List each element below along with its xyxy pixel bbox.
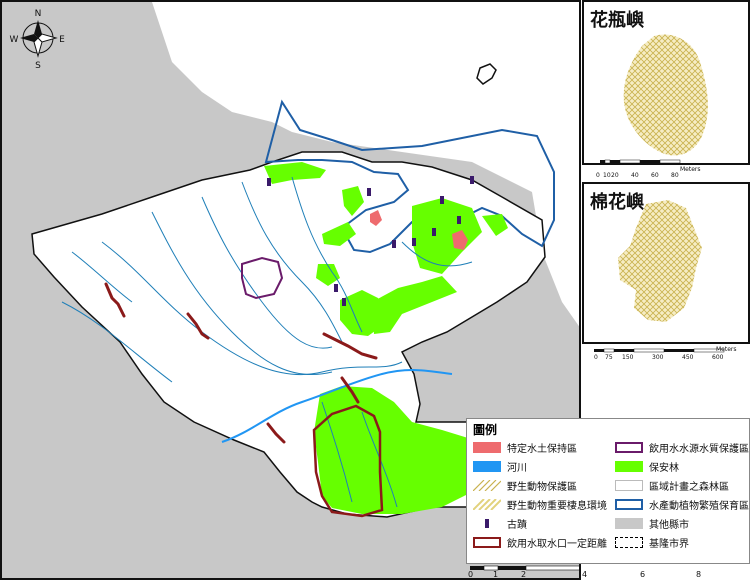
legend-item-regional-forest: 區域計畫之森林區 — [615, 477, 729, 493]
boundary-swatch — [615, 536, 643, 548]
inset-a-scale-tick: 10 — [603, 172, 611, 179]
inset-a-canvas — [600, 34, 708, 163]
legend-item-relic: 古蹟 — [473, 515, 527, 531]
inset-b-scale-tick: 300 — [652, 354, 664, 361]
legend-item-forest: 保安林 — [615, 458, 679, 474]
regional-forest-swatch — [615, 479, 643, 491]
other-county-swatch — [615, 517, 643, 529]
relic-swatch — [485, 518, 489, 528]
scale-tick: 8 — [696, 570, 702, 579]
legend-label: 野生動物重要棲息環境 — [507, 500, 607, 512]
legend-label: 飲用水取水口一定距離 — [507, 538, 607, 550]
inset-map-a[interactable]: 花瓶嶼 — [582, 0, 750, 165]
inset-a-scale-bar — [600, 159, 681, 163]
legend: 圖例 特定水土保持區 飲用水水源水質保護區 河川 保安林 野生動物保護區 區域計… — [466, 418, 750, 564]
legend-label: 飲用水水源水質保護區 — [649, 443, 749, 455]
legend-label: 古蹟 — [507, 519, 527, 531]
island-a — [623, 34, 708, 156]
legend-label: 特定水土保持區 — [507, 443, 577, 455]
water-source-swatch — [615, 441, 643, 453]
water-source-zone — [241, 256, 284, 300]
scale-tick: 0 — [468, 570, 474, 579]
inset-a-scale-tick: 60 — [651, 172, 659, 179]
inset-b-scale-tick: 600 — [712, 354, 724, 361]
inset-b-scale-tick: 0 — [594, 354, 598, 361]
legend-item-wildlife: 野生動物保護區 — [473, 477, 577, 493]
islet — [476, 63, 497, 85]
inset-map-b[interactable]: 棉花嶼 — [582, 182, 750, 344]
compass-w: W — [10, 35, 19, 45]
legend-label: 河川 — [507, 462, 527, 474]
legend-label: 區域計畫之森林區 — [649, 481, 729, 493]
inset-a-scale-tick: 80 — [671, 172, 679, 179]
legend-item-habitat: 野生動物重要棲息環境 — [473, 496, 607, 512]
main-map[interactable]: N S E W — [0, 0, 581, 580]
inset-b-scale-unit: Meters — [716, 346, 737, 353]
map-canvas: N S E W — [10, 2, 579, 518]
legend-label: 野生動物保護區 — [507, 481, 577, 493]
inset-b-canvas — [618, 200, 702, 322]
legend-label: 水產動植物繁殖保育區 — [649, 500, 749, 512]
legend-item-river: 河川 — [473, 458, 527, 474]
soil-swatch — [473, 441, 501, 453]
rivers — [61, 176, 473, 508]
island-b — [618, 200, 702, 322]
compass-s: S — [35, 61, 41, 71]
legend-item-soil: 特定水土保持區 — [473, 439, 577, 455]
legend-label: 保安林 — [649, 462, 679, 474]
legend-item-intake: 飲用水取水口一定距離 — [473, 534, 607, 550]
relic-markers — [267, 176, 474, 306]
sea-area — [152, 2, 579, 327]
legend-item-boundary: 基隆市界 — [615, 534, 689, 550]
legend-item-water-source: 飲用水水源水質保護區 — [615, 439, 749, 455]
inset-b-scale-bar — [594, 348, 725, 353]
inset-a-scale-tick: 0 — [596, 172, 600, 179]
legend-label: 其他縣市 — [649, 519, 689, 531]
intake-buffer-south — [312, 404, 384, 518]
inset-a-scale-tick: 20 — [611, 172, 619, 179]
legend-label: 基隆市界 — [649, 538, 689, 550]
inset-a-scale-unit: Meters — [680, 166, 701, 173]
inset-title: 棉花嶼 — [590, 192, 644, 213]
wildlife-swatch — [473, 479, 501, 491]
inset-title: 花瓶嶼 — [590, 10, 644, 31]
aquatic-swatch — [615, 498, 643, 510]
scale-tick: 4 — [582, 570, 588, 579]
protection-forests — [264, 162, 508, 514]
inset-b-scale-tick: 450 — [682, 354, 694, 361]
compass-n: N — [35, 9, 42, 19]
legend-title: 圖例 — [473, 423, 498, 437]
main-river — [221, 369, 453, 443]
intake-buffer-zones — [104, 282, 378, 444]
forest-swatch — [615, 460, 643, 472]
inset-b-scale-tick: 150 — [622, 354, 634, 361]
soil-conservation-zones — [370, 210, 468, 250]
inset-b-scale-tick: 75 — [605, 354, 613, 361]
legend-item-other-county: 其他縣市 — [615, 515, 689, 531]
main-scale-bar — [468, 564, 579, 578]
legend-item-aquatic: 水產動植物繁殖保育區 — [615, 496, 749, 512]
scale-tick: 1 — [493, 570, 499, 579]
compass-e: E — [59, 35, 65, 45]
habitat-swatch — [473, 498, 501, 510]
intake-swatch — [473, 536, 501, 548]
scale-tick: 2 — [521, 570, 527, 579]
scale-tick: 6 — [640, 570, 646, 579]
compass: N S E W — [10, 9, 66, 71]
river-swatch — [473, 460, 501, 472]
inset-a-scale-tick: 40 — [631, 172, 639, 179]
